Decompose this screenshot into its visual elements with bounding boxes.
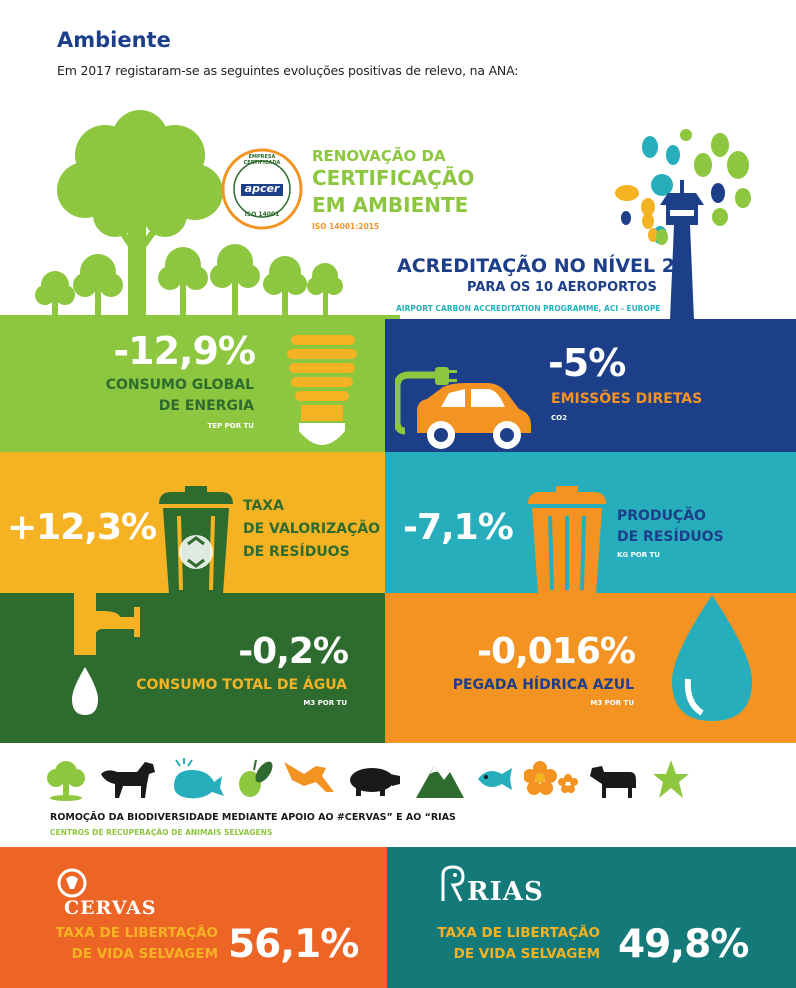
emissions-panel: -5% EMISSÕES DIRETAS CO2 (385, 319, 796, 452)
rias-panel: RIAS TAXA DE LIBERTAÇÃO DE VIDA SELVAGEM… (387, 847, 796, 988)
recycle-bin-icon (159, 486, 233, 593)
accreditation-subtitle: PARA OS 10 AEROPORTOS (467, 280, 657, 295)
rias-logo-icon (441, 865, 465, 902)
certification-line3: EM AMBIENTE (312, 193, 469, 217)
fish-icon (478, 768, 512, 790)
light-bulb-icon (287, 335, 357, 445)
rias-logo: RIAS (467, 877, 544, 907)
waste-production-panel: -7,1% PRODUÇÃO DE RESÍDUOS KG POR TU (385, 452, 796, 593)
bird-icon (284, 762, 334, 792)
olive-icon (239, 759, 273, 797)
rias-label2: DE VIDA SELVAGEM (453, 946, 600, 962)
cervas-value: 56,1% (228, 922, 359, 967)
waste-recovery-label1: TAXA (243, 498, 284, 514)
badge-top-text: EMPRESA CERTIFICADA (243, 154, 281, 166)
tree-icon (47, 761, 85, 801)
water-footprint-unit: M3 POR TU (590, 699, 634, 707)
rias-label1: TAXA DE LIBERTAÇÃO (437, 925, 600, 941)
certification-standard: ISO 14001:2015 (312, 222, 380, 231)
water-tap-icon (72, 593, 140, 715)
water-unit: M3 POR TU (303, 699, 347, 707)
trees-illustration (0, 110, 400, 322)
page-title: Ambiente (57, 28, 171, 52)
waste-recovery-panel: +12,3% TAXA DE VALORIZAÇÃO DE RESÍDUOS (0, 452, 385, 593)
rias-value: 49,8% (618, 922, 749, 967)
waste-production-label1: PRODUÇÃO (617, 508, 706, 524)
waste-recovery-label2: DE VALORIZAÇÃO (243, 521, 381, 537)
cervas-label1: TAXA DE LIBERTAÇÃO (55, 925, 218, 941)
intro-text: Em 2017 registaram-se as seguintes evolu… (57, 63, 519, 78)
water-value: -0,2% (238, 631, 349, 672)
biodiversity-subtitle: CENTROS DE RECUPERAÇÃO DE ANIMAIS SELVAG… (50, 828, 273, 837)
cervas-panel: CERVAS TAXA DE LIBERTAÇÃO DE VIDA SELVAG… (0, 847, 387, 988)
waste-production-unit: KG POR TU (617, 551, 660, 559)
biodiversity-title: ROMOÇÃO DA BIODIVERSIDADE MEDIANTE APOIO… (50, 812, 456, 823)
badge-logo-text: apcer (244, 182, 280, 195)
horse-icon (101, 762, 155, 798)
water-label1: CONSUMO TOTAL DE ÁGUA (136, 677, 347, 693)
certificate-seal-icon (221, 148, 303, 230)
waste-production-label2: DE RESÍDUOS (617, 529, 724, 545)
energy-panel: -12,9% CONSUMO GLOBAL DE ENERGIA TEP POR… (0, 319, 385, 452)
emissions-label1: EMISSÕES DIRETAS (551, 391, 703, 407)
energy-label1: CONSUMO GLOBAL (105, 377, 254, 393)
accreditation-programme: AIRPORT CARBON ACCREDITATION PROGRAMME, … (396, 304, 661, 313)
waste-production-value: -7,1% (403, 507, 514, 548)
emissions-unit: CO2 (551, 414, 567, 422)
water-drop-icon (672, 595, 752, 721)
water-footprint-label1: PEGADA HÍDRICA AZUL (452, 677, 634, 693)
energy-label2: DE ENERGIA (158, 398, 254, 414)
electric-car-icon (395, 367, 531, 449)
apcer-badge: EMPRESA CERTIFICADA apcer ISO 14001 (221, 148, 303, 230)
water-panel: -0,2% CONSUMO TOTAL DE ÁGUA M3 POR TU (0, 593, 385, 743)
emissions-value: -5% (548, 341, 626, 385)
water-footprint-value: -0,016% (477, 631, 636, 672)
cervas-logo-icon (57, 868, 87, 898)
cervas-label2: DE VIDA SELVAGEM (71, 946, 218, 962)
cow-icon (590, 766, 636, 798)
water-footprint-panel: -0,016% PEGADA HÍDRICA AZUL M3 POR TU (385, 593, 796, 743)
badge-bottom-text: ISO 14001 (244, 211, 280, 218)
energy-unit: TEP POR TU (207, 422, 255, 430)
waste-recovery-value: +12,3% (7, 507, 157, 548)
waste-recovery-label3: DE RESÍDUOS (243, 544, 350, 560)
control-tower-icon (615, 129, 751, 320)
starfish-icon (653, 760, 689, 798)
accreditation-title: ACREDITAÇÃO NO NÍVEL 2 (397, 255, 675, 277)
trash-bin-icon (528, 486, 606, 593)
certification-line2: CERTIFICAÇÃO (312, 166, 475, 190)
certification-line1: RENOVAÇÃO DA (312, 147, 446, 165)
energy-value: -12,9% (113, 329, 256, 373)
biodiversity-icons (44, 754, 744, 804)
mountain-icon (416, 766, 464, 798)
flower-icon (524, 761, 578, 795)
big-tree-trunk (128, 220, 146, 320)
whale-icon (174, 758, 224, 799)
cervas-logo: CERVAS (64, 897, 157, 919)
pig-icon (350, 768, 400, 796)
